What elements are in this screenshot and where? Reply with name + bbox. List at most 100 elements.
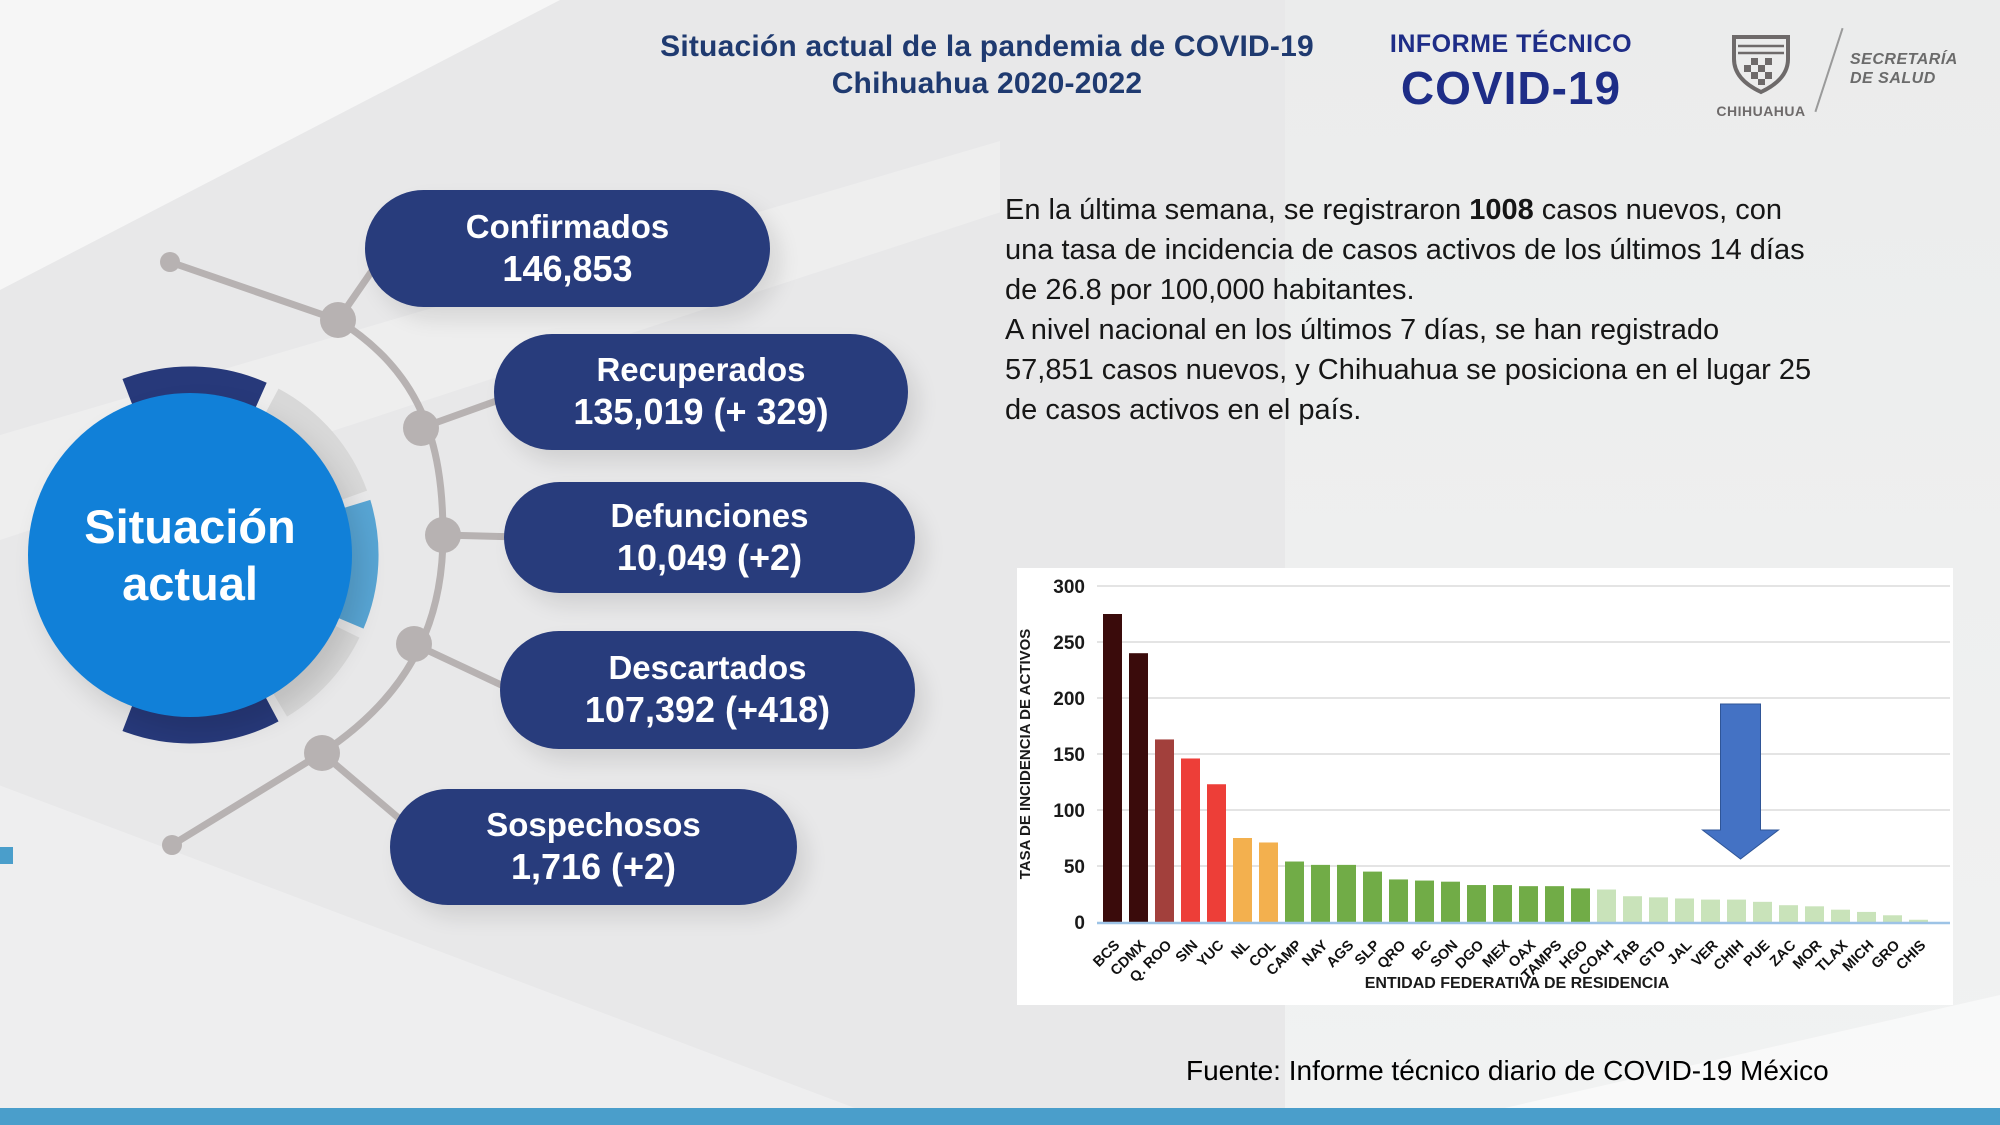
ring-segment-lightblue — [338, 499, 379, 629]
page-title-line2: Chihuahua 2020-2022 — [831, 67, 1143, 100]
y-tick-label: 100 — [1053, 801, 1085, 822]
bottom-accent-bar — [0, 1108, 2000, 1125]
bar-JAL — [1675, 898, 1694, 922]
bar-GRO — [1883, 915, 1902, 922]
bar-CHIH — [1727, 899, 1746, 922]
incidence-bar-chart: 0 50 100 150 200 250 300 BCS CDMX Q. ROO SIN YUC NL C… — [1017, 568, 1953, 1005]
circle-label-line2: actual — [122, 557, 258, 610]
connector-node — [396, 626, 432, 662]
stat-label: Sospechosos — [486, 806, 701, 843]
bar-AGS — [1337, 864, 1356, 922]
summary-line: de 26.8 por 100,000 habitantes. — [1005, 274, 1415, 306]
stat-value: 146,853 — [502, 247, 633, 289]
summary-bold-value: 1008 — [1469, 194, 1534, 226]
bar-CDMX — [1129, 653, 1148, 922]
y-tick-label: 250 — [1053, 633, 1085, 654]
connector-node — [403, 410, 439, 446]
informe-tecnico-text: INFORME TÉCNICO — [1389, 30, 1633, 58]
bar-PUE — [1753, 901, 1772, 922]
x-tick-label: GTO — [1636, 938, 1669, 971]
x-tick-label: TAB — [1612, 938, 1644, 970]
secretaria-de-salud-logo: SECRETARÍA DE SALUD — [1850, 50, 1958, 88]
ring-segment-navy-top — [122, 366, 267, 408]
page-title-line1: Situación actual de la pandemia de COVID… — [660, 30, 1314, 63]
bar-GTO — [1649, 897, 1668, 922]
bar-TAMPS — [1545, 886, 1564, 922]
x-tick-label: NAY — [1299, 937, 1331, 969]
stat-value: 10,049 (+2) — [616, 536, 803, 578]
x-tick-label: AGS — [1324, 937, 1358, 971]
x-tick-label: MEX — [1480, 937, 1514, 971]
x-tick-label: YUC — [1194, 937, 1227, 970]
bar-SON — [1441, 881, 1460, 922]
x-tick-label: CHIH — [1711, 938, 1747, 974]
connector-node — [320, 302, 356, 338]
accent-mark — [0, 847, 13, 864]
bar-CAMP — [1285, 861, 1304, 922]
branch-descartados — [412, 640, 514, 694]
bar-SLP — [1363, 871, 1382, 922]
connector-node — [304, 735, 340, 771]
source-note: Fuente: Informe técnico diario de COVID-… — [1186, 1055, 1829, 1086]
bar-VER — [1701, 899, 1720, 922]
ring-segment-gray-upper — [265, 388, 368, 501]
y-tick-label: 200 — [1053, 689, 1085, 710]
bar-NAY — [1311, 864, 1330, 922]
situacion-actual-circle: Situación actual — [28, 393, 352, 717]
stat-value: 107,392 (+418) — [584, 689, 831, 730]
chihuahua-shield-icon — [1732, 35, 1790, 95]
bar-TLAX — [1831, 909, 1850, 922]
informe-tecnico-logo: INFORME TÉCNICO COVID-19 — [1383, 30, 1639, 115]
y-tick-label: 0 — [1074, 913, 1085, 934]
secretaria-line1: SECRETARÍA — [1850, 51, 1958, 68]
bar-COL — [1259, 842, 1278, 922]
stat-label: Confirmados — [465, 207, 670, 245]
bar-COAH — [1597, 889, 1616, 922]
bar-SIN — [1181, 758, 1200, 922]
summary-text: En la última semana, se registraron 1008… — [1005, 190, 1965, 430]
stat-bubble-recuperados: Recuperados 135,019 (+ 329) — [494, 334, 908, 450]
chihuahua-label: CHIHUAHUA — [1716, 103, 1806, 119]
stat-label: Descartados — [608, 649, 807, 686]
x-tick-label: SON — [1428, 938, 1462, 972]
connector-node — [425, 517, 461, 553]
y-axis-title: TASA DE INCIDENCIA DE ACTIVOS — [1017, 629, 1034, 880]
bar-MICH — [1857, 911, 1876, 922]
summary-line: A nivel nacional en los últimos 7 días, … — [1005, 314, 1720, 346]
chih-down-arrow — [1701, 703, 1780, 860]
summary-line: una tasa de incidencia de casos activos … — [1005, 234, 1805, 266]
bar-DGO — [1467, 885, 1486, 922]
bar-CHIS — [1909, 919, 1928, 922]
stat-label: Recuperados — [596, 351, 806, 388]
bar-MOR — [1805, 906, 1824, 922]
x-tick-label: QRO — [1375, 938, 1410, 973]
bar-NL — [1233, 838, 1252, 922]
bar-TAB — [1623, 896, 1642, 922]
stat-bubble-confirmados: Confirmados 146,853 — [365, 190, 770, 307]
chihuahua-logo: CHIHUAHUA — [1706, 34, 1816, 119]
bar-MEX — [1493, 885, 1512, 922]
y-tick-label: 50 — [1064, 857, 1085, 878]
circle-label-line1: Situación — [84, 500, 296, 553]
y-tick-label: 300 — [1053, 577, 1085, 598]
covid19-logo-text: COVID-19 — [1400, 62, 1622, 114]
summary-line: En la última semana, se registraron 1008… — [1005, 190, 1965, 230]
bar-BCS — [1103, 614, 1122, 922]
branch-sospechosos — [319, 750, 411, 829]
stat-value: 1,716 (+2) — [510, 846, 677, 887]
x-tick-label: DGO — [1453, 938, 1488, 973]
stat-bubble-defunciones: Defunciones 10,049 (+2) — [504, 482, 915, 593]
page-title: Situación actual de la pandemia de COVID… — [537, 28, 1437, 102]
bar-HGO — [1571, 888, 1590, 922]
summary-span: casos nuevos, con — [1533, 194, 1782, 226]
bar-BC — [1415, 880, 1434, 922]
ring-segment-gray-lower — [272, 625, 360, 717]
bar-Q. ROO — [1155, 739, 1174, 922]
summary-span: En la última semana, se registraron — [1005, 194, 1470, 226]
summary-line: de casos activos en el país. — [1005, 394, 1362, 426]
connector-end-dot-bottom — [162, 835, 182, 855]
summary-line: 57,851 casos nuevos, y Chihuahua se posi… — [1005, 354, 1812, 386]
stat-bubble-descartados: Descartados 107,392 (+418) — [500, 631, 915, 749]
stat-value: 135,019 (+ 329) — [573, 391, 829, 432]
